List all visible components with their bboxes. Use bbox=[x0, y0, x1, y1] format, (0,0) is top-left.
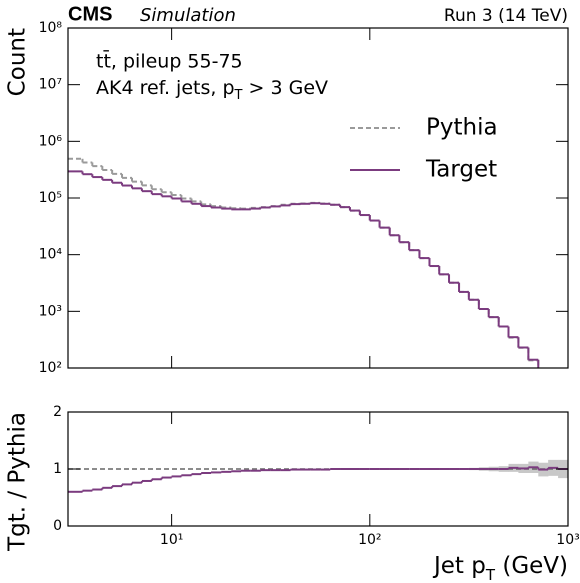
annotation-sub: T bbox=[234, 88, 243, 103]
y-tick-label: 10⁶ bbox=[39, 133, 63, 149]
annotation: tt̄, pileup 55-75 bbox=[96, 48, 243, 72]
axes: 10² 10³ 10⁴ 10⁵ 10⁶ 10⁷ 10⁸ 0 1 2 10¹ 10² 10³ Pythia T… bbox=[39, 20, 580, 548]
simulation-label: Simulation bbox=[140, 5, 236, 26]
legend-label: Target bbox=[425, 157, 497, 183]
x-label-part: Jet p bbox=[432, 553, 486, 579]
y-tick-label: 2 bbox=[53, 404, 62, 420]
y-tick-label: 10⁸ bbox=[39, 20, 63, 36]
ratio-plot bbox=[68, 459, 568, 493]
experiment-label: CMS bbox=[68, 3, 112, 25]
main-plot bbox=[68, 157, 540, 368]
x-label-sub: T bbox=[485, 566, 496, 583]
x-tick-label: 10³ bbox=[556, 532, 579, 548]
ratio-y-axis-label: Tgt. / Pythia bbox=[5, 412, 31, 552]
y-axis-label: Count bbox=[5, 28, 31, 96]
x-tick-label: 10¹ bbox=[160, 532, 183, 548]
y-tick-label: 10⁴ bbox=[39, 247, 63, 263]
annotation-part: > 3 GeV bbox=[242, 77, 328, 99]
y-tick-label: 10² bbox=[39, 360, 62, 376]
annotation-part: AK4 ref. jets, p bbox=[96, 77, 235, 99]
y-tick-label: 10⁵ bbox=[39, 190, 62, 206]
y-tick-label: 1 bbox=[53, 461, 62, 477]
x-tick-label: 10² bbox=[358, 532, 381, 548]
x-axis-label: Jet pT (GeV) bbox=[432, 553, 568, 583]
annotation: AK4 ref. jets, pT > 3 GeV bbox=[96, 77, 328, 104]
y-tick-label: 0 bbox=[53, 518, 62, 534]
x-label-part: (GeV) bbox=[495, 553, 568, 579]
run-label: Run 3 (14 TeV) bbox=[444, 6, 568, 26]
y-tick-label: 10³ bbox=[39, 303, 62, 319]
legend-label: Pythia bbox=[426, 115, 498, 141]
y-tick-label: 10⁷ bbox=[39, 77, 62, 93]
